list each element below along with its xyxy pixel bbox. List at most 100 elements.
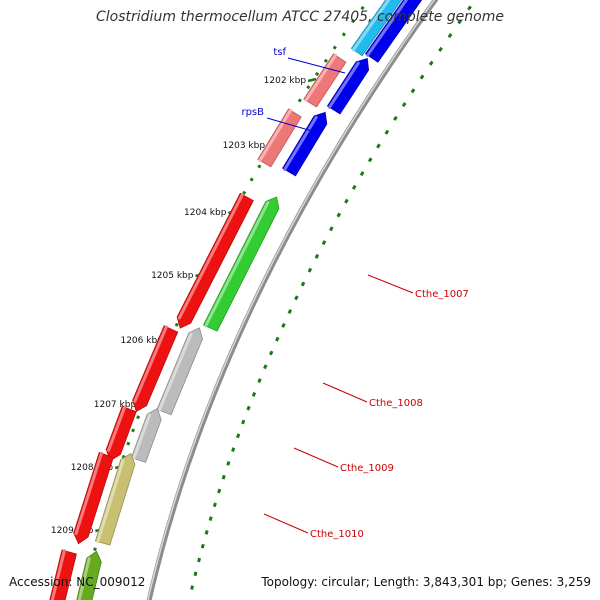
gene-feature-highlight [132,413,151,460]
gene-feature-arrow [156,327,203,416]
tick-mark [269,350,274,356]
gene-label: rpsB [241,107,264,118]
gene-label: Cthe_1007 [415,289,469,300]
tick-mark [190,585,195,590]
tick-mark [93,547,97,552]
accession-text: Accession: NC_009012 [9,575,146,589]
gene-feature-highlight [328,61,360,109]
tick-mark [314,71,320,77]
tick-mark [306,85,311,90]
tick-mark [212,502,217,508]
tick-mark [359,171,365,177]
tick-mark [193,571,198,577]
tick-mark [131,428,136,433]
genome-summary-text: Topology: circular; Length: 3,843,301 bp… [261,575,591,589]
scale-label: 1209 kbp [51,526,94,536]
gene-feature-arrow [202,196,280,332]
tick-mark [360,5,365,11]
tick-mark [321,240,327,246]
tick-mark [217,488,222,494]
gene-feature-highlight [304,53,338,102]
gene-feature-highlight [133,325,168,403]
tick-mark [329,226,334,232]
tick-mark [401,102,407,108]
tick-mark [257,378,262,384]
tick-mark [294,295,299,301]
gene-feature-highlight [204,201,270,328]
tick-mark [457,19,463,25]
gene-feature-highlight [177,193,244,320]
tick-mark [200,543,205,549]
gene-label: Cthe_1009 [340,463,394,474]
tick-mark [376,143,381,149]
tick-mark [438,46,443,52]
gene-feature-arrow [350,0,402,57]
gene-feature-highlight [366,0,409,57]
tick-mark [351,184,357,190]
tick-mark [246,405,251,411]
gene-label-connector [266,117,313,132]
tick-mark [242,190,247,195]
tick-mark [410,88,416,94]
tick-mark [275,336,280,342]
tick-mark [251,391,257,397]
tick-mark [297,98,302,103]
gene-feature-arrow [303,53,347,108]
tick-mark [226,461,231,466]
tick-mark [236,433,241,439]
tick-mark [249,177,254,182]
tick-mark [332,45,337,50]
gene-feature-arrow [364,0,423,63]
gene-label: tsf [273,47,286,58]
gene-feature-arrow [326,57,370,115]
tick-mark [263,364,268,370]
tick-mark [231,447,236,452]
scale-label: 1206 kbp [120,336,163,346]
gene-feature-highlight [77,557,91,600]
gene-label-connector [367,274,414,294]
tick-mark [428,60,434,66]
tick-mark [393,115,398,121]
tick-mark [257,164,262,169]
tick-mark [341,32,346,37]
tick-mark [384,129,390,135]
tick-mark [447,33,453,39]
gene-feature-arrow [257,108,302,168]
gene-feature-highlight [96,458,125,544]
gene-feature-arrow [176,192,254,329]
gene-feature-arrow [73,451,114,545]
gene-feature-highlight [107,405,127,452]
scale-label: 1204 kbp [184,208,227,218]
map-title: Clostridium thermocellum ATCC 27405, com… [96,9,504,25]
tick-mark [336,212,342,218]
scale-label: 1207 kbp [94,400,137,410]
tick-mark [307,267,313,273]
scale-label: 1205 kbp [151,271,194,281]
gene-label-connector [287,57,346,74]
gene-feature-arrow [282,111,328,177]
gene-feature-highlight [50,549,66,600]
gene-label-connector [322,382,368,403]
gene-label-connector [293,447,339,468]
tick-mark [208,516,213,521]
tick-mark [287,309,293,315]
gene-feature-arrow [132,325,179,412]
tick-mark [241,419,246,425]
tick-mark [467,5,472,11]
tick-mark [174,322,179,327]
scale-label: 1202 kbp [264,76,307,86]
tick-mark [323,58,328,63]
gene-feature-highlight [157,332,193,412]
gene-label-connector [263,513,309,534]
gene-feature-highlight [74,451,103,536]
tick-mark [281,322,286,328]
gene-label: Cthe_1008 [369,398,423,409]
gene-feature-highlight [283,115,318,171]
gene-feature-highlight [258,108,293,162]
tick-mark [136,415,141,420]
tick-mark [204,530,209,535]
tick-mark [419,74,425,80]
gene-label: Cthe_1010 [310,529,364,540]
